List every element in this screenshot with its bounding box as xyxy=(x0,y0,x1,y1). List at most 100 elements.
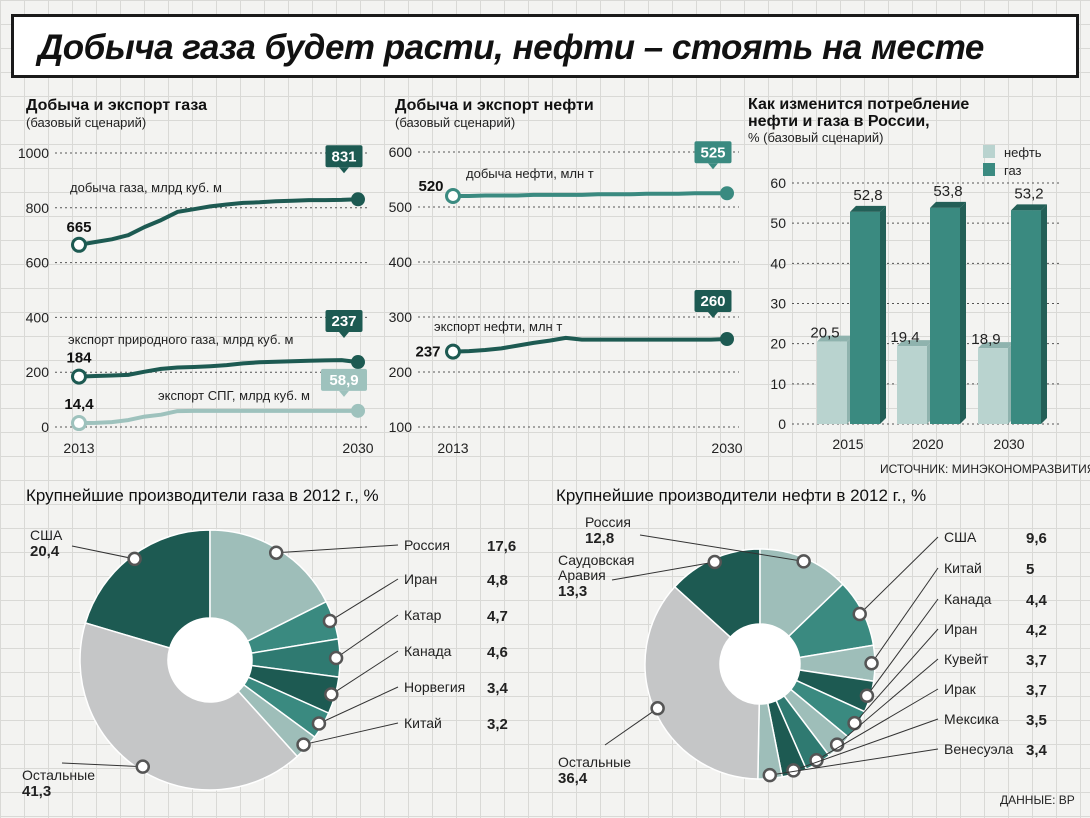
gas-start-label: 184 xyxy=(66,350,92,367)
oil-pie-slice-name: Венесуэла xyxy=(944,741,1013,757)
oil-pie-slice-value: 3,4 xyxy=(1026,742,1048,759)
bar-category-label: 2020 xyxy=(912,436,943,452)
legend-oil-label: нефть xyxy=(1004,145,1042,160)
bar-gas-value-label: 53,8 xyxy=(933,183,962,200)
oil-end-label-box xyxy=(694,141,732,164)
gas-end-label-box xyxy=(325,145,363,168)
oil-pie-slice-value: 4,2 xyxy=(1026,622,1047,639)
oil-pie-leader-line xyxy=(871,567,939,664)
gas-end-point xyxy=(351,355,365,370)
bar-gas-side xyxy=(960,201,966,424)
oil-end-label: 260 xyxy=(700,293,725,310)
oil-pie-slice-name: Ирак xyxy=(944,681,977,697)
bar-category-label: 2015 xyxy=(832,436,863,452)
gas-ytick-label: 600 xyxy=(26,255,50,271)
oil-pie-slice-name: Остальные xyxy=(558,754,631,770)
gas-pie-slice-value: 3,4 xyxy=(487,680,509,697)
gas-xtick-label: 2030 xyxy=(342,440,373,456)
gas-pie-leader-line xyxy=(61,762,143,768)
gas-pie-marker xyxy=(322,613,338,629)
bar-gas xyxy=(850,211,880,424)
oil-producers-title: Крупнейшие производители нефти в 2012 г.… xyxy=(556,486,927,505)
gas-pie-marker xyxy=(328,650,344,666)
oil-pie-marker xyxy=(829,737,845,752)
bar-oil xyxy=(897,346,927,424)
gas-pie-marker xyxy=(324,687,339,702)
oil-series-name: экспорт нефти, млн т xyxy=(434,319,562,334)
gas-start-label: 665 xyxy=(66,219,91,236)
oil-pie-slice-name: Китай xyxy=(944,560,982,576)
gas-end-label-pointer xyxy=(339,167,349,174)
oil-pie-slice-value: 3,7 xyxy=(1026,682,1047,699)
oil-pie-marker xyxy=(864,656,879,671)
oil-pie-marker xyxy=(847,715,862,731)
oil-pie-slice-name: Саудовская xyxy=(558,552,634,568)
gas-producers-title: Крупнейшие производители газа в 2012 г.,… xyxy=(26,486,379,505)
source-note: ИСТОЧНИК: МИНЭКОНОМРАЗВИТИЯ xyxy=(880,462,1090,476)
gas-end-label: 58,9 xyxy=(329,372,358,389)
oil-pie-donut-hole xyxy=(720,624,800,704)
gas-pie-marker xyxy=(311,716,327,731)
gas-chart-subtitle: (базовый сценарий) xyxy=(26,115,147,130)
gas-start-point xyxy=(71,368,87,385)
gas-pie-leader-line xyxy=(276,544,399,554)
oil-start-label: 237 xyxy=(415,344,440,361)
oil-chart-title: Добыча и экспорт нефти xyxy=(395,97,594,114)
gas-series-line xyxy=(78,197,359,247)
gas-pie-leader-line xyxy=(318,686,399,724)
oil-pie-slice-value: 12,8 xyxy=(585,530,614,547)
oil-ytick-label: 200 xyxy=(389,364,413,380)
oil-pie-leader-line xyxy=(836,658,939,745)
gas-pie-marker xyxy=(268,545,284,560)
oil-pie-marker xyxy=(650,701,665,716)
gas-ytick-label: 800 xyxy=(26,200,50,216)
oil-pie-marker xyxy=(707,554,722,570)
legend-gas-swatch xyxy=(983,163,995,176)
oil-pie-slice-name: Канада xyxy=(944,591,992,607)
gas-end-point xyxy=(351,403,365,418)
gas-pie-slice-name: США xyxy=(30,527,63,543)
bar-ytick-label: 40 xyxy=(770,255,786,271)
oil-end-label-pointer xyxy=(708,163,718,170)
bar-ytick-label: 10 xyxy=(770,376,786,392)
gas-pie-slice-name: Норвегия xyxy=(404,679,465,695)
gas-xtick-label: 2013 xyxy=(63,440,94,456)
gas-pie-slice-value: 17,6 xyxy=(487,538,516,555)
gas-series-name: добыча газа, млрд куб. м xyxy=(70,180,222,195)
bar-gas-top xyxy=(850,205,886,212)
oil-ytick-label: 100 xyxy=(389,419,413,435)
oil-pie-slice-value: 9,6 xyxy=(1026,530,1047,547)
gas-pie-slice-value: 4,8 xyxy=(487,572,508,589)
gas-pie-slice-name: Остальные xyxy=(22,767,95,783)
oil-pie-leader-line xyxy=(854,628,939,724)
gas-pie-slice-name: Китай xyxy=(404,715,442,731)
oil-pie-slice-value: 3,7 xyxy=(1026,652,1047,669)
oil-pie-marker xyxy=(809,752,824,768)
gas-pie-donut-hole xyxy=(168,618,252,702)
oil-pie-slice-value: 13,3 xyxy=(558,583,587,600)
oil-start-point xyxy=(445,188,461,204)
oil-start-point xyxy=(445,343,461,360)
bar-gas-value-label: 52,8 xyxy=(853,187,882,204)
gas-pie-slice-name: Россия xyxy=(404,537,450,553)
gas-pie-slice-value: 20,4 xyxy=(30,543,60,560)
oil-end-point xyxy=(720,186,734,201)
oil-pie-marker xyxy=(762,767,778,783)
bar-ytick-label: 20 xyxy=(770,336,786,352)
oil-pie-leader-line xyxy=(793,718,939,771)
oil-pie-slice-name: США xyxy=(944,529,977,545)
gas-end-label-box xyxy=(325,310,363,333)
gas-pie-slice-value: 41,3 xyxy=(22,783,51,800)
oil-series-line xyxy=(453,191,727,198)
gas-start-label: 14,4 xyxy=(64,396,94,413)
bar-oil-top xyxy=(897,340,933,347)
oil-ytick-label: 600 xyxy=(389,144,413,160)
oil-pie-leader-line xyxy=(611,561,715,581)
oil-ytick-label: 400 xyxy=(389,254,413,270)
gas-pie-slice-value: 4,6 xyxy=(487,644,508,661)
bar-oil-value-label: 20,5 xyxy=(810,325,839,342)
gas-ytick-label: 0 xyxy=(41,419,49,435)
legend-oil-swatch xyxy=(983,145,995,158)
gas-start-point xyxy=(71,236,87,253)
